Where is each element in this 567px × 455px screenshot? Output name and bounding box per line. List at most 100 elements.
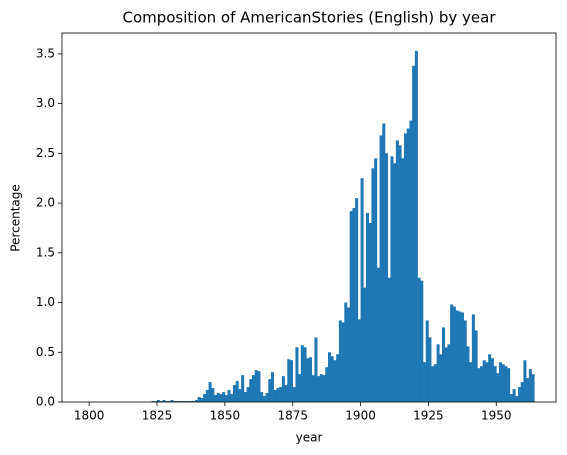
bar <box>398 145 402 402</box>
bar <box>276 388 280 402</box>
bar <box>526 378 530 402</box>
bar <box>420 280 424 402</box>
bar <box>279 387 283 402</box>
bar <box>227 390 231 402</box>
y-tick-label: 0.5 <box>36 345 55 359</box>
bar <box>444 347 448 402</box>
bar <box>439 354 443 402</box>
bar <box>428 337 432 402</box>
bar <box>458 311 462 402</box>
bar <box>165 401 169 402</box>
bar <box>203 394 207 402</box>
bar <box>306 358 310 402</box>
bar <box>311 375 315 402</box>
bar <box>319 374 323 402</box>
bar <box>303 347 307 402</box>
bar <box>192 401 196 402</box>
bar <box>404 133 408 403</box>
bar <box>249 379 253 402</box>
bar <box>480 366 484 402</box>
x-tick-label: 1875 <box>277 409 308 423</box>
bar <box>243 392 247 402</box>
bar <box>390 156 394 402</box>
bar <box>222 392 226 402</box>
bar <box>425 320 429 402</box>
bar <box>461 312 465 402</box>
bar <box>252 375 256 402</box>
bar <box>363 287 367 402</box>
bar <box>298 374 302 402</box>
bar <box>257 371 261 402</box>
bar <box>246 387 250 402</box>
y-axis-label: Percentage <box>9 184 23 252</box>
bar <box>474 330 478 402</box>
bar <box>436 344 440 402</box>
bar <box>170 400 174 402</box>
bar <box>349 211 353 402</box>
bar <box>477 368 481 402</box>
bar <box>219 394 223 402</box>
bar <box>241 375 245 402</box>
bar <box>338 320 342 402</box>
x-tick-label: 1925 <box>413 409 444 423</box>
bar <box>376 267 380 402</box>
x-tick-label: 1825 <box>142 409 173 423</box>
bar <box>344 302 348 402</box>
x-tick-label: 1800 <box>74 409 105 423</box>
bar <box>268 379 272 402</box>
bar <box>262 396 266 402</box>
bar <box>442 327 446 402</box>
bar <box>518 387 522 402</box>
bar <box>211 388 215 402</box>
bar <box>287 359 291 402</box>
bar <box>433 364 437 402</box>
bar <box>357 319 361 402</box>
bar <box>273 390 277 402</box>
bar <box>395 140 399 402</box>
bar <box>347 307 351 402</box>
bar <box>336 354 340 402</box>
bar <box>352 208 356 402</box>
bar <box>254 370 258 402</box>
bar <box>181 401 185 402</box>
bar <box>523 360 527 402</box>
bar <box>360 178 364 402</box>
bar <box>450 304 454 402</box>
bar <box>235 381 239 402</box>
bar <box>328 352 332 402</box>
bar <box>216 393 220 402</box>
y-tick-label: 2.5 <box>36 146 55 160</box>
bar <box>178 401 182 402</box>
bar <box>224 395 228 402</box>
bar <box>159 401 163 402</box>
bar <box>515 396 519 402</box>
bar <box>205 390 209 402</box>
bar <box>393 163 397 402</box>
bar <box>173 401 177 402</box>
bar <box>317 376 321 402</box>
bar <box>385 153 389 402</box>
bar <box>341 322 345 402</box>
bar <box>271 372 275 402</box>
bar <box>214 395 218 402</box>
chart-title: Composition of AmericanStories (English)… <box>122 9 496 27</box>
bar <box>417 277 421 402</box>
bar <box>379 135 383 402</box>
bar <box>485 362 489 402</box>
bar <box>496 373 500 402</box>
bar <box>295 347 299 402</box>
y-tick-label: 3.0 <box>36 96 55 110</box>
bar <box>195 400 199 402</box>
bar <box>322 375 326 402</box>
x-axis-label: year <box>296 431 323 445</box>
y-tick-label: 2.0 <box>36 196 55 210</box>
bar <box>431 366 435 402</box>
bar <box>401 158 405 402</box>
bar <box>466 346 470 402</box>
bar <box>284 385 288 402</box>
bar <box>355 198 359 402</box>
bar <box>265 393 269 402</box>
plot-frame <box>61 32 557 403</box>
bar <box>208 382 212 402</box>
